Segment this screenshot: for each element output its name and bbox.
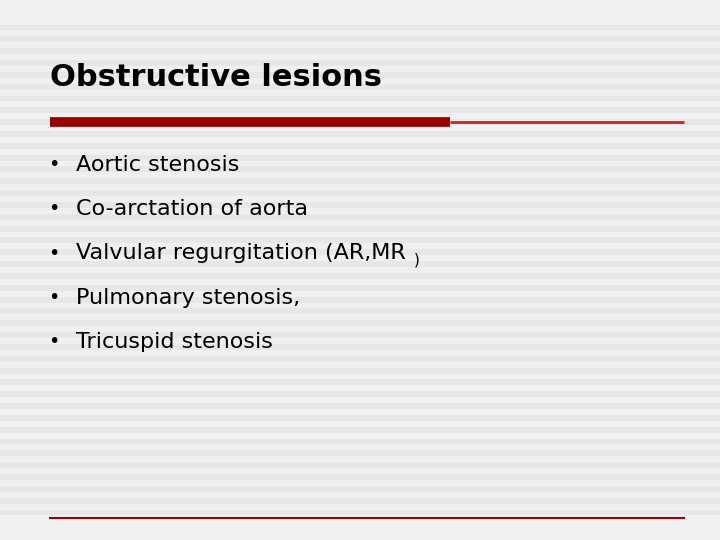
Text: Tricuspid stenosis: Tricuspid stenosis (76, 332, 272, 352)
Bar (0, 238, 720, 244)
Bar (0, 450, 720, 456)
Bar (0, 415, 720, 421)
Bar (0, 285, 720, 291)
Text: Co-arctation of aorta: Co-arctation of aorta (76, 199, 307, 219)
Bar (0, 178, 720, 184)
Bar (0, 356, 720, 362)
Bar (0, 368, 720, 374)
Bar (0, 273, 720, 279)
Bar (0, 107, 720, 113)
Text: •: • (48, 244, 60, 263)
Bar (0, 320, 720, 326)
Bar (0, 308, 720, 314)
Text: Pulmonary stenosis,: Pulmonary stenosis, (76, 287, 300, 308)
Bar (0, 403, 720, 409)
Bar (0, 498, 720, 504)
Bar (0, 96, 720, 102)
Bar (0, 72, 720, 78)
Bar (0, 462, 720, 468)
Bar (0, 438, 720, 444)
Bar (0, 332, 720, 338)
Bar (0, 190, 720, 196)
Bar (0, 214, 720, 220)
Bar (0, 48, 720, 54)
Text: •: • (48, 332, 60, 352)
Bar (0, 226, 720, 232)
Bar (0, 249, 720, 255)
Bar (0, 296, 720, 302)
Bar (0, 474, 720, 480)
Text: Valvular regurgitation (AR,MR: Valvular regurgitation (AR,MR (76, 243, 405, 264)
Bar (0, 131, 720, 137)
Bar (0, 154, 720, 160)
Bar (0, 427, 720, 433)
Bar (0, 344, 720, 350)
Bar (0, 166, 720, 172)
Bar (0, 380, 720, 386)
Bar (0, 510, 720, 516)
Bar (0, 60, 720, 66)
Bar (0, 202, 720, 208)
Bar (0, 84, 720, 90)
Bar (0, 143, 720, 148)
Bar (0, 24, 720, 30)
Text: ): ) (414, 252, 420, 267)
Text: Obstructive lesions: Obstructive lesions (50, 63, 382, 92)
Text: •: • (48, 155, 60, 174)
Text: Aortic stenosis: Aortic stenosis (76, 154, 239, 175)
Text: •: • (48, 199, 60, 219)
Bar (0, 36, 720, 42)
Bar (0, 261, 720, 267)
Bar (0, 486, 720, 492)
Bar (0, 392, 720, 397)
Text: •: • (48, 288, 60, 307)
Bar (0, 119, 720, 125)
